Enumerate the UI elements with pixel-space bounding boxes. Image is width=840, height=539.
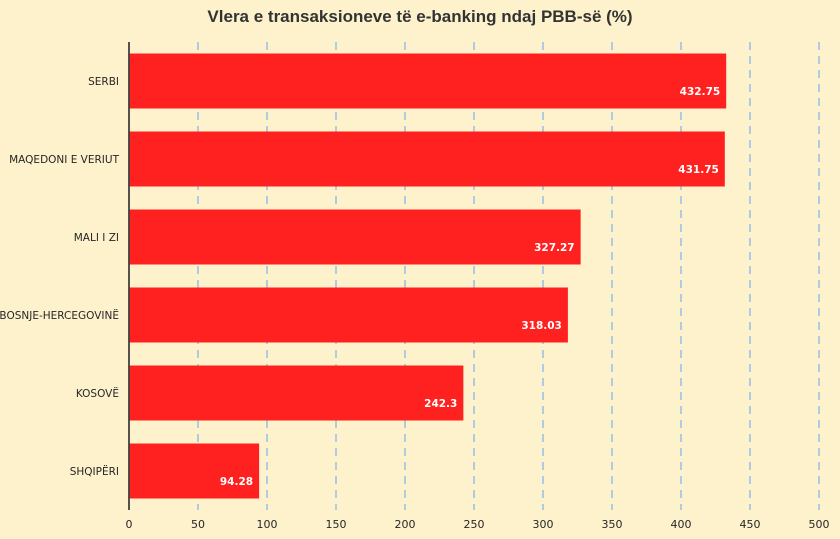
bar-1 (129, 131, 725, 187)
data-label: 432.75 (680, 86, 721, 98)
category-label: SERBI (88, 76, 119, 88)
data-label: 318.03 (521, 320, 562, 332)
gridlines (197, 42, 820, 510)
x-tick-label: 150 (326, 518, 347, 531)
bar-2 (129, 209, 581, 265)
x-tick-label: 250 (464, 518, 485, 531)
bar-3 (129, 287, 568, 343)
data-label: 94.28 (220, 476, 253, 488)
x-tick-label: 450 (740, 518, 761, 531)
category-label: MAQEDONI E VERIUT (9, 154, 119, 166)
data-label: 242.3 (424, 398, 457, 410)
bar-0 (129, 53, 727, 109)
x-tick-label: 0 (126, 518, 133, 531)
x-tick-label: 200 (395, 518, 416, 531)
x-tick-label: 50 (191, 518, 205, 531)
category-label: BOSNJE-HERCEGOVINË (0, 309, 119, 322)
x-tick-label: 500 (809, 518, 830, 531)
labels: 0 50 100 150 200 250 300 350 400 450 500 SERBI 432.7… (0, 76, 830, 531)
x-tick-label: 400 (671, 518, 692, 531)
bar-5 (129, 443, 260, 499)
bars (129, 53, 727, 499)
category-label: KOSOVË (76, 387, 119, 400)
data-label: 327.27 (534, 242, 575, 254)
category-label: MALI I ZI (74, 232, 119, 244)
x-tick-label: 350 (602, 518, 623, 531)
bar-4 (129, 365, 464, 421)
chart-title: Vlera e transaksioneve të e-banking ndaj… (207, 7, 633, 26)
x-tick-label: 300 (533, 518, 554, 531)
data-label: 431.75 (678, 164, 719, 176)
x-tick-label: 100 (257, 518, 278, 531)
category-label: SHQIPËRI (70, 465, 119, 478)
